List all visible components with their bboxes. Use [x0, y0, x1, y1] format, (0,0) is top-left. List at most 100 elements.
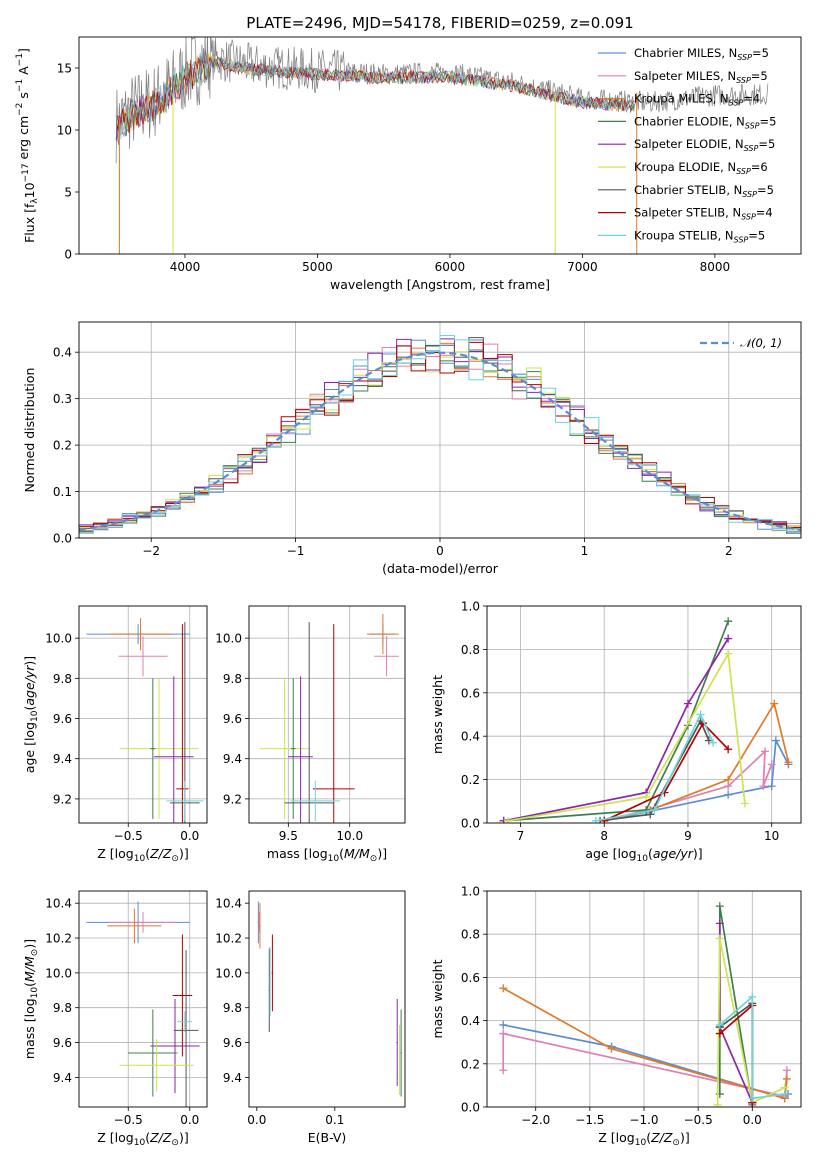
- errorbar-point: [259, 903, 261, 949]
- x-axis-label: Z [log10(Z/Z⊙)]: [97, 1130, 188, 1148]
- x-tick-label: 1: [581, 544, 589, 558]
- y-tick-label: 15: [57, 62, 72, 76]
- axes-frame: −0.5 0.0 9.4 9.6 9.8 10.0 10.2 10.4 Z [log10(Z/Z…: [22, 890, 208, 1148]
- weight-point-marker: [607, 1044, 616, 1053]
- legend-label: Chabrier ELODIE, NSSP=5: [634, 114, 776, 130]
- weight-point-marker: [724, 617, 733, 626]
- y-tick-label: 0.0: [461, 1101, 480, 1115]
- x-axis-label: (data-model)/error: [382, 561, 499, 576]
- y-axis-label: mass weight: [430, 675, 445, 754]
- axes-border: [248, 890, 406, 1108]
- x-tick-label: 0.0: [180, 1113, 199, 1127]
- y-tick-label: 10.4: [215, 897, 242, 911]
- legend-label: Salpeter MILES, NSSP=5: [634, 69, 768, 85]
- weight-point-marker: [499, 1066, 508, 1075]
- plot-marks: [499, 902, 793, 1107]
- weight-point-marker: [771, 736, 780, 745]
- x-tick-label: 10: [764, 829, 779, 843]
- weight-point-marker: [759, 782, 768, 791]
- y-tick-label: 0.3: [53, 392, 72, 406]
- x-tick-label: 9.5: [279, 829, 298, 843]
- weight-point-marker: [715, 902, 724, 911]
- plot-area: [249, 606, 405, 823]
- x-axis-label: Z [log10(Z/Z⊙)]: [598, 1130, 689, 1148]
- weight-series-line: [502, 987, 788, 1100]
- errorbar-point: [398, 1025, 401, 1095]
- weight-point-marker: [709, 738, 718, 747]
- weight-point-marker: [724, 790, 733, 799]
- errorbar-point: [396, 999, 398, 1087]
- x-tick-label: 2: [725, 544, 733, 558]
- panel-mass_vs_EBV: 0.0 0.1 9.4 9.6 9.8 10.0 10.2 10.4 E(B-V): [215, 890, 406, 1145]
- errorbar-point: [290, 780, 340, 821]
- x-tick-label: 8000: [700, 260, 731, 274]
- x-tick-label: −0.5: [114, 1113, 143, 1127]
- y-tick-label: 0.2: [461, 773, 480, 787]
- plot-marks: [499, 617, 793, 823]
- panel-residuals: −2 −1 0 1 2 0.0 0.1 0.2 0.3 0.4 𝒩(0, 1) (data-model…: [22, 321, 802, 576]
- legend-label: 𝒩(0, 1): [740, 336, 782, 350]
- y-tick-label: 0.2: [461, 1057, 480, 1071]
- axes-frame: −2.0 −1.5 −1.0 −0.5 0.0 0.0 0.2 0.4 0.6 0.8 1.0 Z […: [430, 885, 802, 1148]
- y-tick-label: 9.2: [53, 792, 72, 806]
- x-tick-label: −0.5: [114, 829, 143, 843]
- y-tick-label: 9.4: [223, 1071, 242, 1085]
- y-tick-label: 10.2: [215, 932, 242, 946]
- x-tick-label: 8: [600, 829, 608, 843]
- y-tick-label: 10.0: [215, 966, 242, 980]
- y-tick-label: 9.4: [53, 1071, 72, 1085]
- x-tick-label: 0.0: [247, 1113, 266, 1127]
- y-tick-label: 9.6: [53, 1036, 72, 1050]
- y-tick-label: 9.8: [223, 1001, 242, 1015]
- y-tick-label: 0.1: [53, 485, 72, 499]
- y-tick-label: 9.6: [223, 712, 242, 726]
- errorbar-point: [150, 678, 156, 819]
- weight-point-marker: [713, 1100, 722, 1107]
- x-axis-label: E(B-V): [308, 1130, 347, 1145]
- weight-point-marker: [740, 799, 749, 808]
- y-tick-label: 10.0: [45, 966, 72, 980]
- errorbar-point: [119, 1039, 194, 1092]
- weight-series-line: [719, 994, 785, 1100]
- weight-series-line: [507, 651, 746, 822]
- y-tick-label: 9.8: [53, 1001, 72, 1015]
- plot-marks: [115, 37, 769, 254]
- y-tick-label: 5: [64, 186, 72, 200]
- weight-point-marker: [499, 1029, 508, 1038]
- errorbar-point: [312, 624, 355, 823]
- legend-label: Kroupa MILES, NSSP=4: [634, 92, 760, 108]
- x-tick-label: 7: [517, 829, 525, 843]
- y-tick-label: 0.0: [461, 817, 480, 831]
- normal-reference-curve: [79, 351, 801, 531]
- weight-point-marker: [503, 816, 512, 823]
- x-tick-label: −1.5: [575, 1113, 604, 1127]
- errorbar-point: [290, 678, 296, 819]
- weight-point-marker: [767, 760, 776, 769]
- x-tick-label: 6000: [435, 260, 466, 274]
- y-axis-label: age [log10(age/yr)]: [22, 656, 40, 773]
- weight-point-marker: [715, 1020, 724, 1029]
- x-tick-label: 0.0: [743, 1113, 762, 1127]
- errorbar-point: [166, 780, 204, 821]
- y-tick-label: 0.6: [461, 971, 480, 985]
- y-tick-label: 0.2: [53, 439, 72, 453]
- y-tick-label: 9.2: [223, 792, 242, 806]
- weight-point-marker: [715, 919, 724, 928]
- errorbar-point: [400, 1009, 402, 1097]
- weight-point-marker: [600, 816, 609, 823]
- y-tick-label: 1.0: [461, 600, 480, 614]
- errorbar-point: [172, 934, 193, 1057]
- weight-point-marker: [591, 816, 600, 823]
- weight-point-marker: [642, 805, 651, 814]
- x-tick-label: 9: [684, 829, 692, 843]
- errorbar-point: [269, 946, 271, 1017]
- weight-series-line: [503, 638, 729, 822]
- legend-label: Kroupa ELODIE, NSSP=6: [634, 160, 768, 176]
- y-axis-label: mass weight: [430, 959, 445, 1038]
- errorbar-point: [374, 636, 399, 677]
- x-tick-label: −0.5: [684, 1113, 713, 1127]
- x-axis-label: Z [log10(Z/Z⊙)]: [97, 846, 188, 864]
- weight-point-marker: [683, 699, 692, 708]
- errorbar-point: [176, 624, 189, 823]
- y-tick-label: 0.6: [461, 686, 480, 700]
